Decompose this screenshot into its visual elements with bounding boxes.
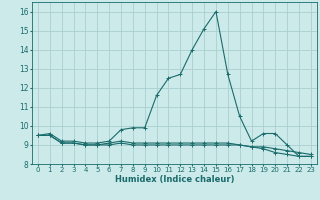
X-axis label: Humidex (Indice chaleur): Humidex (Indice chaleur): [115, 175, 234, 184]
